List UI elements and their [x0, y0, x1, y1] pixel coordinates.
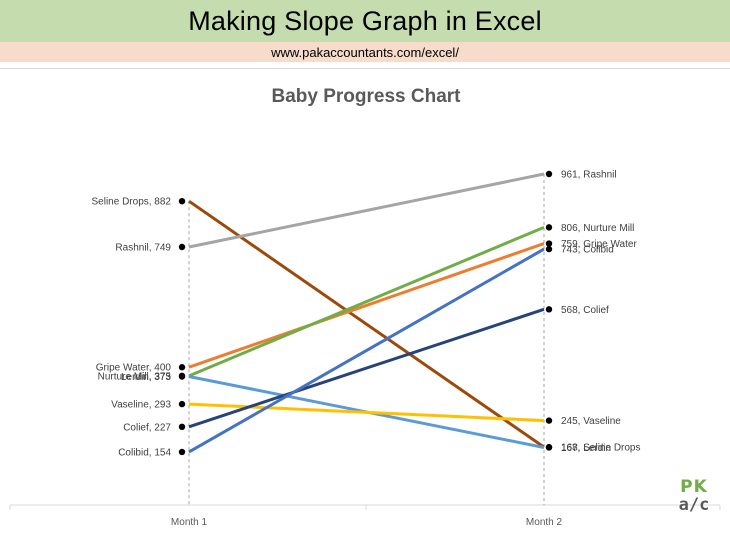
data-label-rashnil-2: 961, Rashnil	[561, 169, 617, 180]
data-point-colibid-2	[545, 245, 553, 253]
data-label-vaseline-2: 245, Vaseline	[561, 416, 621, 427]
data-point-nurture-mill-2	[545, 224, 553, 231]
data-label-seline-drops-1: Seline Drops, 882	[92, 197, 172, 208]
data-label-colibid-2: 743, Colibid	[561, 245, 614, 256]
category-label-2: Month 2	[526, 517, 563, 528]
data-label-nurture-mill-1: Nurture Mill, 375	[98, 371, 172, 382]
data-label-nurture-mill-2: 806, Nurture Mill	[561, 223, 634, 234]
slope-chart: Baby Progress Chart Seline Drops, 882 168…	[9, 86, 721, 528]
data-point-seline-drops-1	[178, 198, 186, 205]
data-label-gripe-water-2: 759, Gripe Water	[561, 239, 637, 250]
series-line-colief	[188, 307, 545, 429]
data-label-colief-2: 568, Colief	[561, 305, 609, 316]
data-label-lerdin-2: 167, Lerdin	[561, 443, 611, 454]
data-point-vaseline-1	[178, 400, 186, 408]
chart-title: Baby Progress Chart	[271, 86, 461, 107]
data-point-colief-1	[178, 423, 186, 431]
category-label-1: Month 1	[171, 517, 208, 528]
series-line-vaseline	[188, 402, 545, 423]
data-point-gripe-water-2	[545, 240, 553, 247]
banner-title: Making Slope Graph in Excel	[0, 0, 730, 42]
data-point-colibid-1	[178, 448, 186, 456]
data-point-vaseline-2	[545, 417, 553, 424]
data-label-vaseline-1: Vaseline, 293	[111, 400, 171, 411]
logo-top-text: PK	[680, 477, 708, 497]
data-point-colief-2	[545, 306, 553, 313]
data-label-gripe-water-1: Gripe Water, 400	[96, 363, 172, 374]
data-label-colief-1: Colief, 227	[123, 422, 171, 433]
series-line-nurture-mill	[188, 225, 545, 378]
series-line-rashnil	[188, 172, 545, 249]
data-point-rashnil-2	[545, 170, 553, 178]
data-point-lerdin-2	[545, 444, 553, 451]
data-label-lerdin-1: Lerdin, 373	[121, 372, 171, 383]
data-label-seline-drops-2: 168, Seline Drops	[561, 443, 641, 454]
banner-url: www.pakaccountants.com/excel/	[0, 42, 730, 62]
data-label-colibid-1: Colibid, 154	[118, 447, 171, 458]
series-line-gripe-water	[188, 242, 545, 369]
pk-logo: PK a/c	[672, 478, 716, 514]
data-point-rashnil-1	[178, 243, 186, 251]
series-line-seline-drops	[188, 199, 545, 449]
data-label-rashnil-1: Rashnil, 749	[115, 243, 171, 254]
series-line-colibid	[188, 247, 545, 454]
logo-bottom-text: a/c	[678, 495, 710, 515]
data-point-lerdin-1	[178, 373, 186, 380]
data-point-gripe-water-1	[178, 364, 186, 371]
chart-area: Baby Progress Chart Seline Drops, 882 168…	[0, 68, 730, 540]
